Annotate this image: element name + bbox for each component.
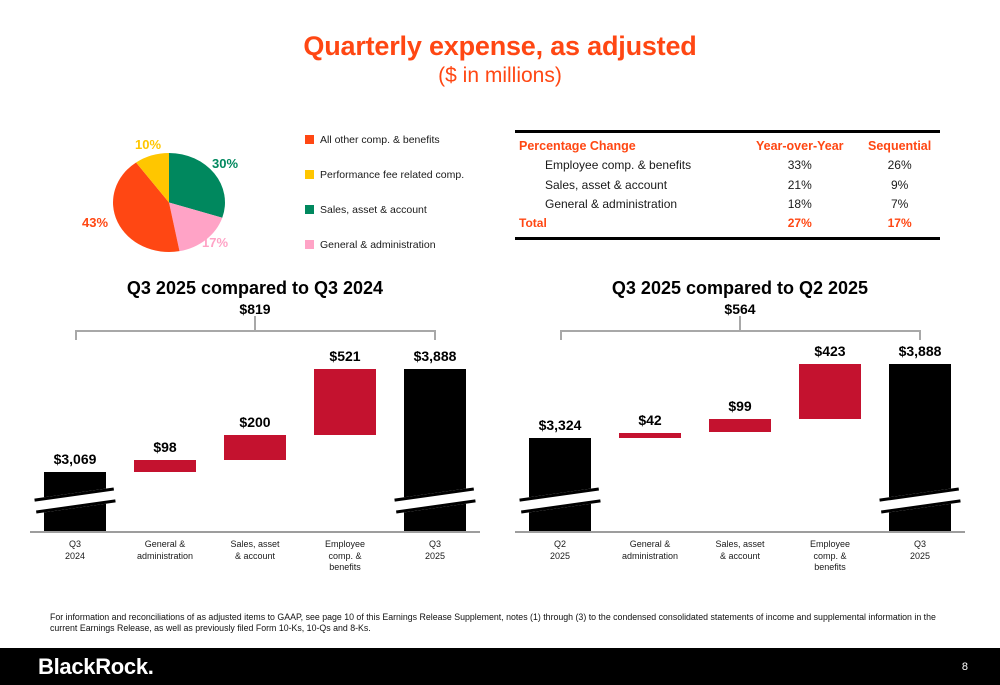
bracket-tick xyxy=(434,330,436,340)
footnote-text: For information and reconciliations of a… xyxy=(50,612,936,634)
table-header-row: Percentage Change Year-over-Year Sequent… xyxy=(515,132,940,157)
waterfall-chart-sequential: Q3 2025 compared to Q2 2025 $564 $3,324 Q… xyxy=(515,278,965,593)
x-axis-label: Sales, asset & account xyxy=(715,539,765,561)
waterfall-bar xyxy=(224,434,286,460)
x-axis-label: General & administration xyxy=(136,539,194,561)
bar-value-label: $200 xyxy=(239,413,271,430)
bar-value-label: $3,324 xyxy=(538,417,582,433)
x-axis-label: Employee comp. & benefits xyxy=(324,539,366,573)
chart-title: Q3 2025 compared to Q2 2025 xyxy=(611,278,869,298)
percentage-change-table-wrap: Percentage Change Year-over-Year Sequent… xyxy=(515,130,940,240)
bracket-tick xyxy=(560,330,562,340)
table-row: Employee comp. & benefits 33% 26% xyxy=(515,156,940,175)
pie-percent-label: 10% xyxy=(135,137,162,152)
legend-swatch xyxy=(305,240,314,249)
bracket-tick xyxy=(919,330,921,340)
table-cell: 9% xyxy=(890,177,909,192)
pie-svg xyxy=(113,153,225,252)
legend-swatch xyxy=(305,205,314,214)
page-title: Quarterly expense, as adjusted xyxy=(303,31,697,61)
table-cell: 33% xyxy=(787,158,812,173)
bar-value-label: $99 xyxy=(728,398,752,415)
waterfall-bar xyxy=(529,438,591,531)
legend-swatch xyxy=(305,135,314,144)
x-axis-label: Q3 2025 xyxy=(909,539,931,561)
table-cell: General & administration xyxy=(545,196,678,211)
table-header-cell: Year-over-Year xyxy=(755,139,844,153)
page-number: 8 xyxy=(961,661,968,673)
bar-value-label: $423 xyxy=(814,342,846,359)
table-row: Sales, asset & account 21% 9% xyxy=(515,176,940,195)
bracket-line xyxy=(75,330,435,332)
table-row: General & administration 18% 7% xyxy=(515,195,940,214)
bracket-line xyxy=(560,330,920,332)
bracket-stem xyxy=(739,316,741,330)
legend-swatch xyxy=(305,170,314,179)
waterfall-bar xyxy=(709,419,771,433)
x-axis-label: Employee comp. & benefits xyxy=(809,539,851,573)
x-axis-line xyxy=(515,531,965,533)
legend-item: Sales, asset & account xyxy=(305,192,485,227)
table-cell: 18% xyxy=(787,196,812,211)
pie-percent-label: 17% xyxy=(202,235,229,250)
pie-slice xyxy=(136,153,169,203)
x-axis-label: Q3 2024 xyxy=(64,539,86,561)
bracket-tick xyxy=(75,330,77,340)
bar-value-label: $3,069 xyxy=(53,451,97,467)
bar-value-label: $98 xyxy=(153,438,177,455)
legend-label: Performance fee related comp. xyxy=(320,168,465,181)
pie-percent-label: 30% xyxy=(212,156,239,171)
total-change-label: $819 xyxy=(239,301,271,317)
legend-item: General & administration xyxy=(305,227,485,262)
table-cell: 7% xyxy=(890,196,909,211)
footer-bar: BlackRock. 8 xyxy=(0,648,1000,685)
bar-value-label: $3,888 xyxy=(413,348,457,365)
x-axis-label: Q3 2025 xyxy=(424,539,446,561)
waterfall-chart-yoy: Q3 2025 compared to Q3 2024 $819 $3,069 Q… xyxy=(30,278,480,593)
blackrock-logo: BlackRock. xyxy=(38,654,154,679)
page-subtitle: ($ in millions) xyxy=(438,64,562,87)
pie-slice xyxy=(169,202,223,252)
pie-legend: All other comp. & benefits Performance fe… xyxy=(305,122,485,262)
waterfall-bar xyxy=(619,432,681,438)
table-cell: 17% xyxy=(887,216,912,231)
total-change-label: $564 xyxy=(724,301,756,317)
legend-label: General & administration xyxy=(320,238,436,251)
table-cell: Employee comp. & benefits xyxy=(545,158,692,173)
x-axis-label: Sales, asset & account xyxy=(230,539,280,561)
table-header-cell: Sequential xyxy=(868,139,932,153)
x-axis-line xyxy=(30,531,480,533)
x-axis-label: General & administration xyxy=(621,539,679,561)
pie-slice xyxy=(113,162,180,252)
waterfall-canvas: $3,069 Q3 2024 $98 General & administration… xyxy=(30,278,480,593)
legend-item: All other comp. & benefits xyxy=(305,122,485,157)
x-axis-label: Q2 2025 xyxy=(549,539,571,561)
expense-pie-chart: 43% 10% 30% 17% xyxy=(80,125,315,265)
bar-value-label: $521 xyxy=(329,348,361,365)
bar-value-label: $3,888 xyxy=(898,342,942,359)
table-cell: 26% xyxy=(887,158,912,173)
bar-value-label: $42 xyxy=(638,411,662,428)
legend-label: Sales, asset & account xyxy=(320,203,427,216)
table-cell: Sales, asset & account xyxy=(545,177,668,192)
legend-item: Performance fee related comp. xyxy=(305,157,485,192)
bracket-stem xyxy=(254,316,256,330)
percentage-change-table: Percentage Change Year-over-Year Sequent… xyxy=(515,130,940,240)
chart-title: Q3 2025 compared to Q3 2024 xyxy=(126,278,384,298)
pie-slice xyxy=(169,153,225,218)
table-cell: Total xyxy=(519,216,547,231)
pie-percent-label: 43% xyxy=(82,215,109,230)
table-header-cell: Percentage Change xyxy=(519,139,636,153)
waterfall-bar xyxy=(134,459,196,472)
table-cell: 21% xyxy=(787,177,812,192)
table-cell: 27% xyxy=(787,216,812,231)
legend-label: All other comp. & benefits xyxy=(320,133,440,146)
waterfall-canvas: $3,324 Q2 2025 $42 General & administration… xyxy=(515,278,965,593)
waterfall-bar xyxy=(799,363,861,420)
waterfall-bar xyxy=(314,369,376,435)
table-total-row: Total 27% 17% xyxy=(515,214,940,238)
